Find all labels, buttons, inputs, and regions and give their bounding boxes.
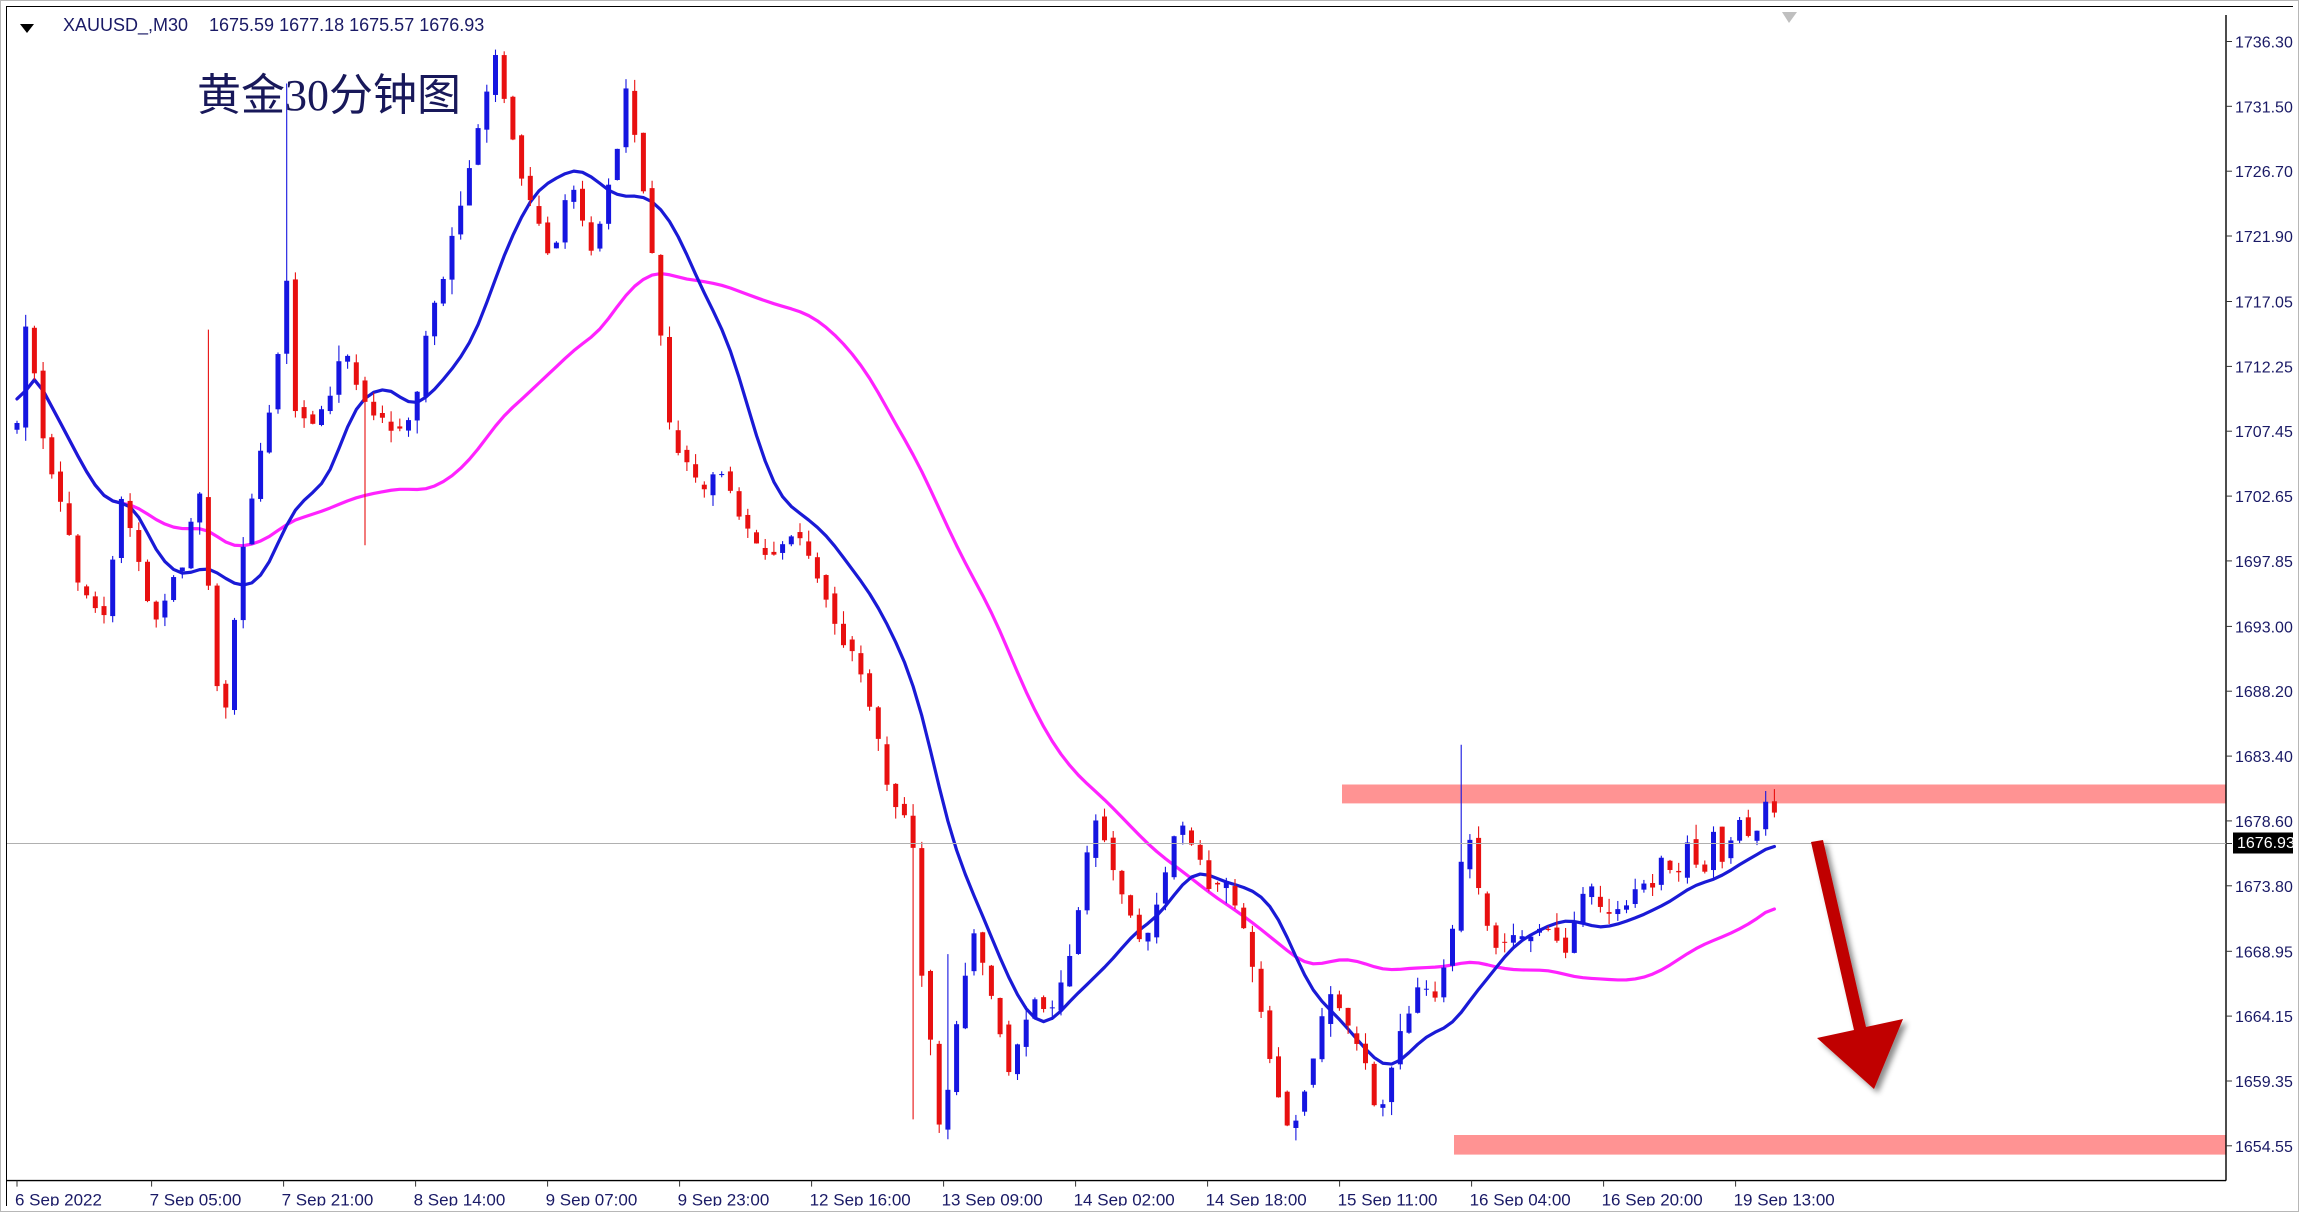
svg-text:1707.45: 1707.45 (2235, 424, 2293, 441)
svg-text:16 Sep 04:00: 16 Sep 04:00 (1470, 1191, 1571, 1206)
svg-text:19 Sep 13:00: 19 Sep 13:00 (1734, 1191, 1835, 1206)
svg-text:16 Sep 20:00: 16 Sep 20:00 (1602, 1191, 1703, 1206)
svg-text:1697.85: 1697.85 (2235, 554, 2293, 571)
svg-text:1676.93: 1676.93 (2237, 835, 2293, 852)
svg-text:1736.30: 1736.30 (2235, 35, 2293, 52)
svg-text:1688.20: 1688.20 (2235, 684, 2293, 701)
svg-text:12 Sep 16:00: 12 Sep 16:00 (810, 1191, 911, 1206)
svg-text:8 Sep 14:00: 8 Sep 14:00 (414, 1191, 506, 1206)
svg-text:1678.60: 1678.60 (2235, 814, 2293, 831)
svg-text:1659.35: 1659.35 (2235, 1074, 2293, 1091)
svg-text:9 Sep 07:00: 9 Sep 07:00 (546, 1191, 638, 1206)
svg-text:15 Sep 11:00: 15 Sep 11:00 (1338, 1191, 1438, 1206)
svg-text:14 Sep 18:00: 14 Sep 18:00 (1206, 1191, 1307, 1206)
svg-text:7 Sep 21:00: 7 Sep 21:00 (282, 1191, 374, 1206)
svg-text:1717.05: 1717.05 (2235, 295, 2293, 312)
svg-text:1721.90: 1721.90 (2235, 229, 2293, 246)
svg-text:1675.59 1677.18 1675.57 1676.9: 1675.59 1677.18 1675.57 1676.93 (209, 15, 484, 35)
svg-text:1702.65: 1702.65 (2235, 489, 2293, 506)
svg-text:6 Sep 2022: 6 Sep 2022 (15, 1191, 102, 1206)
svg-text:1731.50: 1731.50 (2235, 99, 2293, 116)
svg-text:9 Sep 23:00: 9 Sep 23:00 (678, 1191, 770, 1206)
svg-text:黄金30分钟图: 黄金30分钟图 (197, 71, 461, 120)
svg-text:1693.00: 1693.00 (2235, 619, 2293, 636)
svg-text:1726.70: 1726.70 (2235, 164, 2293, 181)
svg-text:1668.95: 1668.95 (2235, 944, 2293, 961)
svg-text:XAUUSD_,M30: XAUUSD_,M30 (63, 15, 188, 36)
svg-text:14 Sep 02:00: 14 Sep 02:00 (1074, 1191, 1175, 1206)
svg-text:1673.80: 1673.80 (2235, 879, 2293, 896)
svg-text:1712.25: 1712.25 (2235, 359, 2293, 376)
svg-text:1654.55: 1654.55 (2235, 1139, 2293, 1156)
svg-text:1664.15: 1664.15 (2235, 1009, 2293, 1026)
svg-text:1683.40: 1683.40 (2235, 749, 2293, 766)
svg-text:7 Sep 05:00: 7 Sep 05:00 (150, 1191, 242, 1206)
svg-text:13 Sep 09:00: 13 Sep 09:00 (942, 1191, 1043, 1206)
